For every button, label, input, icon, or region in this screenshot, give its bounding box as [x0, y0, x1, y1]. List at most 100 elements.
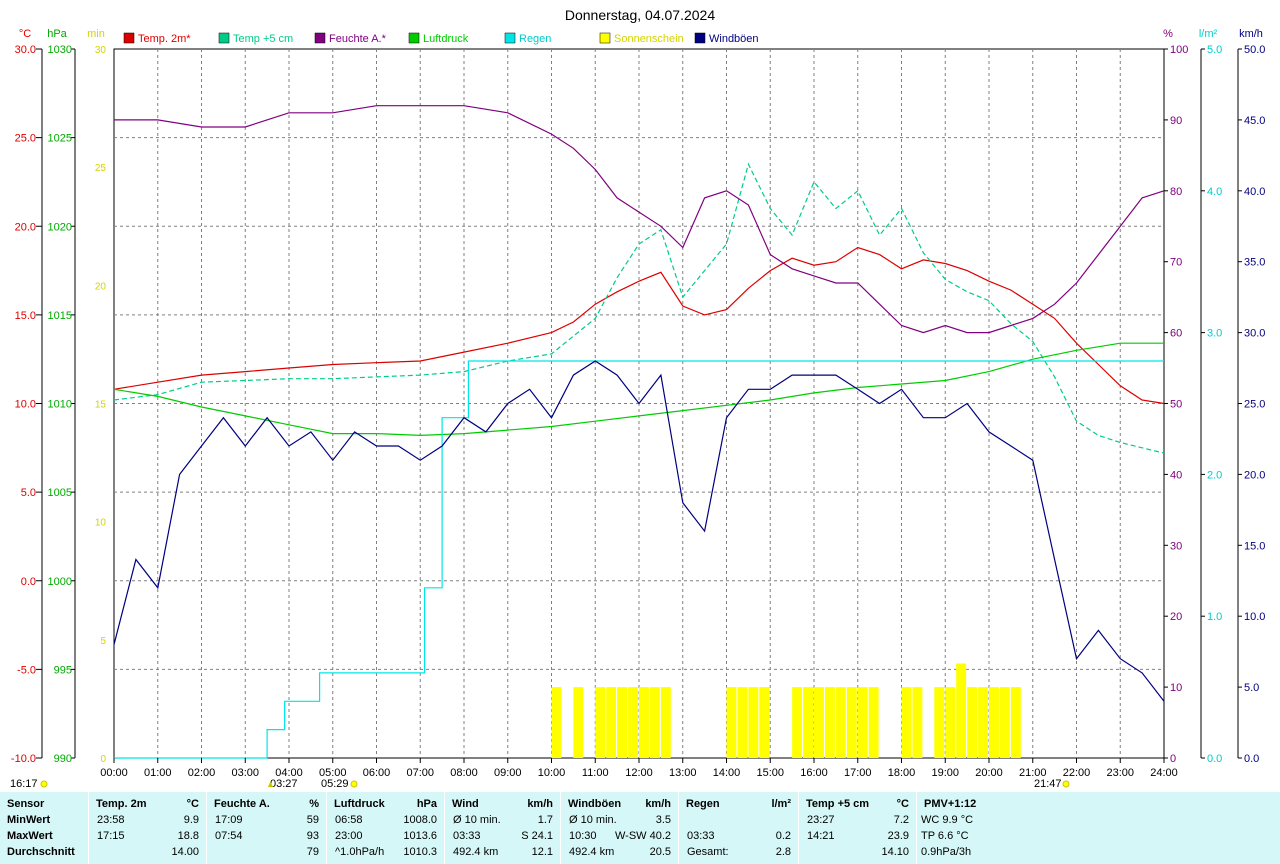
- humidity-tick-label: 10: [1170, 682, 1182, 694]
- stats-cell-time: 492.4 km: [453, 846, 499, 858]
- rain-tick-label: 4.0: [1207, 186, 1222, 198]
- temp-tick-label: 5.0: [21, 487, 36, 499]
- stats-cell-time: 17:15: [97, 830, 125, 842]
- x-tick-label: 11:00: [582, 767, 609, 779]
- sunshine-bar: [846, 687, 857, 758]
- legend-swatch: [504, 32, 516, 44]
- series-line-windb-en: [113, 360, 1165, 702]
- humidity-tick-label: 50: [1170, 399, 1182, 411]
- legend-label: Windböen: [709, 33, 759, 45]
- stats-cell-value: 1010.3: [403, 846, 437, 858]
- stats-header-label: Luftdruck: [334, 798, 385, 810]
- sunshine-bar: [639, 687, 649, 758]
- sunshine-bar: [649, 687, 660, 758]
- stats-cell-time: 492.4 km: [569, 846, 615, 858]
- temp-tick-label: 15.0: [15, 310, 36, 322]
- x-tick-label: 14:00: [713, 767, 741, 779]
- stats-cell-time: Gesamt:: [687, 846, 729, 858]
- wind-tick-label: 20.0: [1244, 469, 1265, 481]
- humidity-tick-label: 70: [1170, 257, 1182, 269]
- series-line-luftdruck: [113, 342, 1164, 437]
- stats-cell-value: 3.5: [655, 814, 671, 826]
- series-line-regen: [114, 360, 1164, 759]
- x-tick-label: 24:00: [1150, 767, 1178, 779]
- stats-header-unit: hPa: [416, 798, 437, 810]
- x-tick-label: 00:00: [100, 767, 128, 779]
- legend: Temp. 2m* Temp +5 cm Feuchte A.* Luftdruck R…: [123, 32, 759, 45]
- sunshine-bar: [737, 687, 748, 758]
- wind-tick-label: 35.0: [1244, 257, 1265, 269]
- wind-tick-label: 5.0: [1244, 682, 1259, 694]
- stats-cell-value: S 24.1: [521, 830, 553, 842]
- sunshine-bar: [803, 687, 813, 758]
- legend-label: Sonnenschein: [614, 33, 684, 45]
- stats-cell-value: 2.8: [775, 846, 791, 858]
- sunshine-bar: [857, 687, 868, 758]
- sunshine-bar: [1010, 687, 1021, 758]
- stats-cell-time: 23:58: [97, 814, 125, 826]
- stats-cell-text: TP 6.6 °C: [921, 830, 969, 842]
- stats-header-label: Feuchte A.: [214, 798, 270, 810]
- sun-icon: [40, 780, 48, 788]
- x-tick-label: 03:00: [231, 767, 259, 779]
- stats-column: Sensor MinWert MaxWert Durchschnitt: [0, 792, 88, 864]
- sunshine-bar: [868, 687, 879, 758]
- stats-header-label: Regen: [686, 798, 720, 810]
- humidity-tick-label: 20: [1170, 611, 1182, 623]
- pressure-tick-label: 1030: [48, 44, 72, 56]
- temp-tick-label: 20.0: [15, 221, 36, 233]
- stats-header-label: Windböen: [568, 798, 622, 810]
- stats-cell-value: 23.9: [887, 830, 909, 842]
- stats-cell-time: 07:54: [215, 830, 243, 842]
- series-lines: [113, 105, 1165, 759]
- x-tick-label: 17:00: [844, 767, 872, 779]
- pressure-tick-label: 995: [54, 664, 72, 676]
- x-tick-label: 15:00: [756, 767, 784, 779]
- humidity-tick-label: 30: [1170, 540, 1182, 552]
- sunshine-bar: [814, 687, 824, 758]
- marker-sunset-time: 21:47: [1034, 778, 1062, 790]
- rain-tick-label: 1.0: [1207, 611, 1222, 623]
- temp-tick-label: 30.0: [15, 44, 36, 56]
- x-tick-label: 21:00: [1019, 767, 1047, 779]
- x-tick-label: 02:00: [188, 767, 216, 779]
- series-line-temp-5-cm: [113, 162, 1165, 454]
- stats-cell-value: 59: [306, 814, 319, 826]
- legend-label: Temp. 2m*: [138, 33, 191, 45]
- time-markers: 16:17 03:27▲ 05:29 21:47: [10, 778, 1070, 790]
- stats-header-unit: °C: [896, 798, 909, 810]
- sunshine-bar: [989, 687, 999, 758]
- marker-left-time: 16:17: [10, 778, 38, 790]
- pressure-tick-label: 1000: [48, 576, 72, 588]
- x-tick-label: 04:00: [275, 767, 303, 779]
- x-tick-label: 16:00: [800, 767, 828, 779]
- stats-cell-time: 03:33: [687, 830, 715, 842]
- stats-cell-text: 0.9hPa/3h: [921, 846, 972, 858]
- series-line-temp-2m: [113, 246, 1165, 405]
- legend-swatch: [408, 32, 420, 44]
- pressure-tick-label: 1025: [48, 133, 72, 145]
- wind-tick-label: 50.0: [1244, 44, 1265, 56]
- stats-header-unit: km/h: [645, 798, 671, 810]
- x-tick-label: 05:00: [319, 767, 347, 779]
- stats-cell-value: 1013.6: [403, 830, 437, 842]
- stats-cell-time: Ø 10 min.: [453, 814, 501, 826]
- wind-tick-label: 30.0: [1244, 328, 1265, 340]
- sunrise-icon: [350, 780, 358, 788]
- legend-swatch: [599, 32, 611, 44]
- wind-tick-label: 45.0: [1244, 115, 1265, 127]
- sunshine-bar: [660, 687, 671, 758]
- stats-cell-value: 1008.0: [403, 814, 437, 826]
- sun-tick-label: 15: [95, 400, 107, 411]
- stats-cell-time: 23:00: [335, 830, 363, 842]
- pressure-tick-label: 1020: [48, 221, 72, 233]
- x-tick-label: 10:00: [538, 767, 566, 779]
- stats-cell-time: 23:27: [807, 814, 835, 826]
- stats-header-label: Wind: [452, 798, 479, 810]
- rain-unit-label: l/m²: [1199, 28, 1218, 40]
- stats-header-unit: °C: [186, 798, 199, 810]
- series-line-feuchte-a: [114, 105, 1165, 334]
- wind-unit-label: km/h: [1239, 28, 1263, 40]
- temp-tick-label: -5.0: [17, 664, 36, 676]
- sunshine-bars: [551, 663, 1021, 758]
